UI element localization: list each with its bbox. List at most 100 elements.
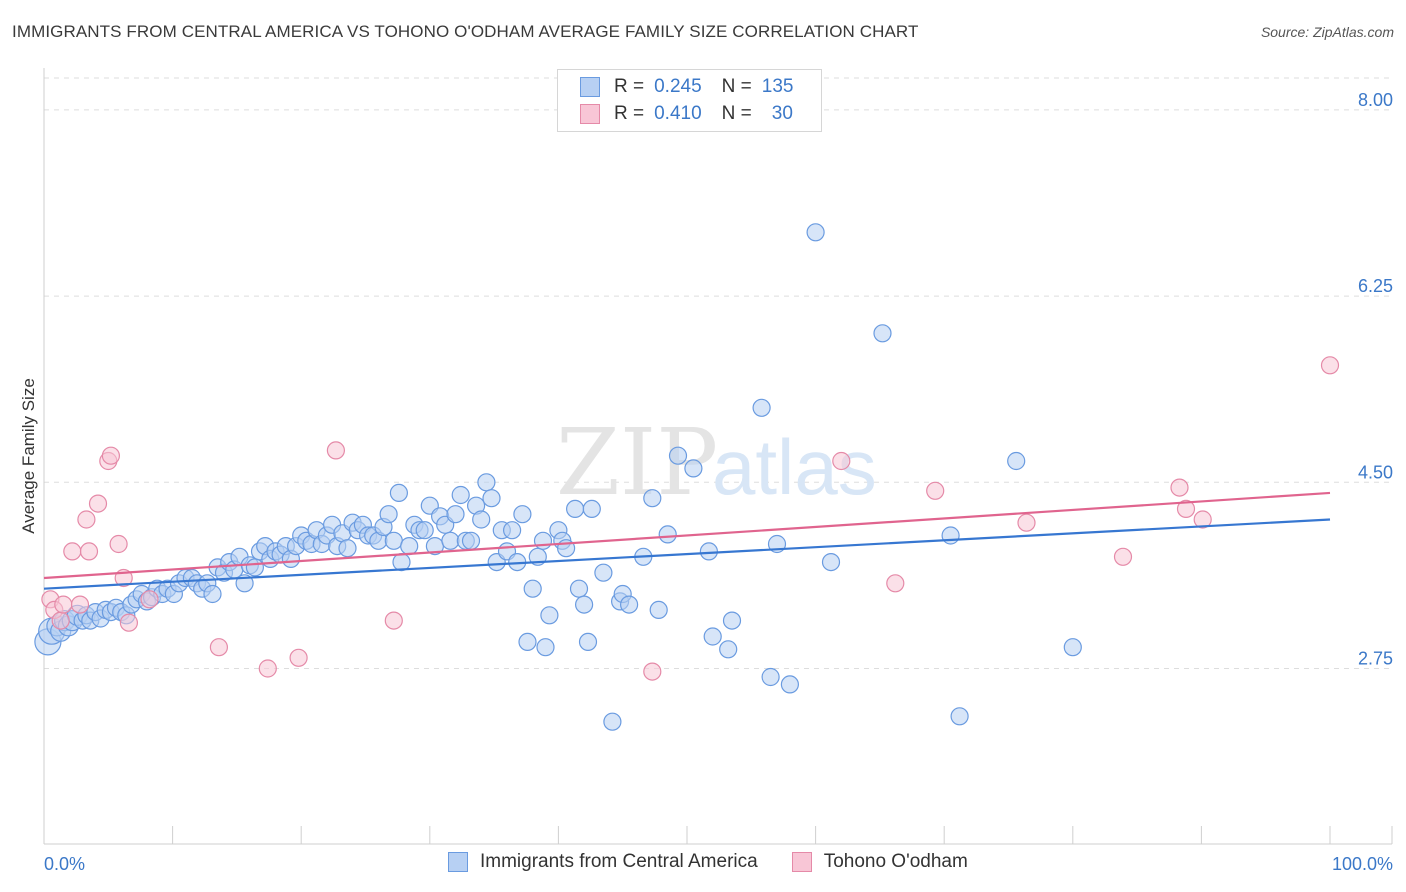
data-point	[461, 531, 481, 550]
data-point	[926, 481, 945, 500]
data-point	[101, 446, 121, 465]
data-point	[1176, 499, 1196, 518]
data-point	[1193, 510, 1212, 529]
data-point	[1320, 356, 1340, 375]
data-point	[326, 441, 345, 460]
data-point	[477, 473, 496, 492]
data-point	[780, 675, 800, 694]
trend-lines	[43, 491, 1331, 590]
data-point	[441, 531, 460, 550]
data-point	[209, 638, 228, 657]
series-legend-item-immigrants[interactable]: Immigrants from Central America	[448, 851, 758, 873]
data-point	[384, 531, 403, 550]
data-point	[70, 595, 90, 614]
data-point	[619, 595, 639, 614]
y-tick-label: 8.00	[1358, 90, 1393, 110]
data-point	[482, 489, 501, 508]
data-point	[540, 606, 559, 625]
source-credit: Source: ZipAtlas.com	[1260, 24, 1394, 40]
data-point	[722, 611, 742, 630]
data-point	[649, 600, 668, 620]
watermark-atlas: atlas	[712, 423, 877, 511]
data-point	[54, 595, 73, 614]
data-point	[51, 611, 70, 630]
legend-n-value: 30	[771, 103, 793, 124]
legend-row-tohono: R = 0.410 N = 30	[580, 101, 793, 127]
series-swatch-pink	[791, 852, 812, 872]
data-point	[950, 707, 969, 726]
chart-title: IMMIGRANTS FROM CENTRAL AMERICA VS TOHON…	[12, 22, 919, 41]
series-swatch-blue	[448, 852, 468, 872]
legend-r-label: R =	[614, 76, 645, 97]
data-point	[658, 525, 677, 544]
data-point	[699, 542, 719, 561]
data-point	[502, 521, 522, 540]
data-point	[338, 539, 357, 558]
axes	[43, 68, 1393, 845]
data-point	[643, 489, 662, 508]
data-point	[1170, 478, 1189, 497]
data-point	[761, 667, 780, 687]
data-point	[536, 638, 555, 657]
y-tick-label: 4.50	[1358, 462, 1393, 482]
y-tick-label: 6.25	[1358, 276, 1393, 296]
data-point	[451, 485, 470, 505]
correlation-legend: R = 0.245 N = 135 R = 0.410 N = 30	[557, 69, 822, 132]
data-point	[472, 510, 491, 529]
data-point	[582, 499, 601, 518]
data-point	[518, 632, 537, 652]
legend-r-value: 0.245	[654, 76, 702, 97]
series-legend-label: Tohono O'odham	[823, 851, 968, 872]
data-point	[886, 574, 905, 593]
data-point	[523, 579, 542, 598]
data-point	[446, 505, 465, 524]
data-point	[578, 632, 598, 652]
data-point	[569, 579, 589, 598]
legend-r-value: 0.410	[654, 103, 702, 124]
data-point	[384, 611, 403, 630]
data-point	[821, 552, 841, 572]
legend-row-immigrants: R = 0.245 N = 135	[580, 74, 793, 100]
data-point	[258, 659, 277, 678]
series-legend-label: Immigrants from Central America	[480, 851, 758, 872]
data-point	[63, 542, 82, 561]
data-point	[703, 627, 722, 646]
data-point	[684, 459, 703, 478]
data-point	[1113, 547, 1133, 566]
trend-line-tohono	[43, 491, 1331, 580]
trend-line-immigrants	[43, 518, 1331, 590]
y-axis-label: Average Family Size	[19, 378, 38, 534]
series-tohono-points	[41, 356, 1340, 681]
data-point	[400, 536, 419, 556]
data-point	[832, 451, 851, 471]
legend-n-label: N =	[721, 103, 752, 124]
data-point	[668, 446, 688, 465]
axis-labels: 2.75 4.50 6.25 8.00 0.0% 100.0% Average Family…	[19, 90, 1393, 874]
series-legend: Immigrants from Central America Tohono O…	[448, 851, 1002, 873]
data-point	[806, 223, 825, 242]
data-point	[109, 534, 128, 554]
legend-n-value: 135	[761, 76, 794, 97]
data-point	[379, 505, 398, 524]
data-point	[289, 648, 308, 667]
data-point	[119, 613, 138, 632]
legend-swatch-pink	[580, 104, 600, 124]
series-legend-item-tohono[interactable]: Tohono O'odham	[791, 851, 968, 873]
data-point	[594, 563, 613, 582]
data-point	[603, 712, 622, 731]
legend-r-label: R =	[614, 103, 645, 124]
data-point	[533, 531, 553, 550]
data-point	[1063, 638, 1082, 657]
x-tick-label-min: 0.0%	[44, 854, 85, 874]
data-point	[574, 595, 594, 614]
data-point	[77, 510, 96, 529]
legend-swatch-blue	[580, 77, 600, 97]
data-point	[389, 483, 408, 502]
data-point	[245, 558, 264, 577]
data-point	[643, 662, 662, 681]
y-tick-label: 2.75	[1358, 648, 1393, 668]
data-point	[203, 584, 222, 604]
data-point	[941, 526, 960, 545]
